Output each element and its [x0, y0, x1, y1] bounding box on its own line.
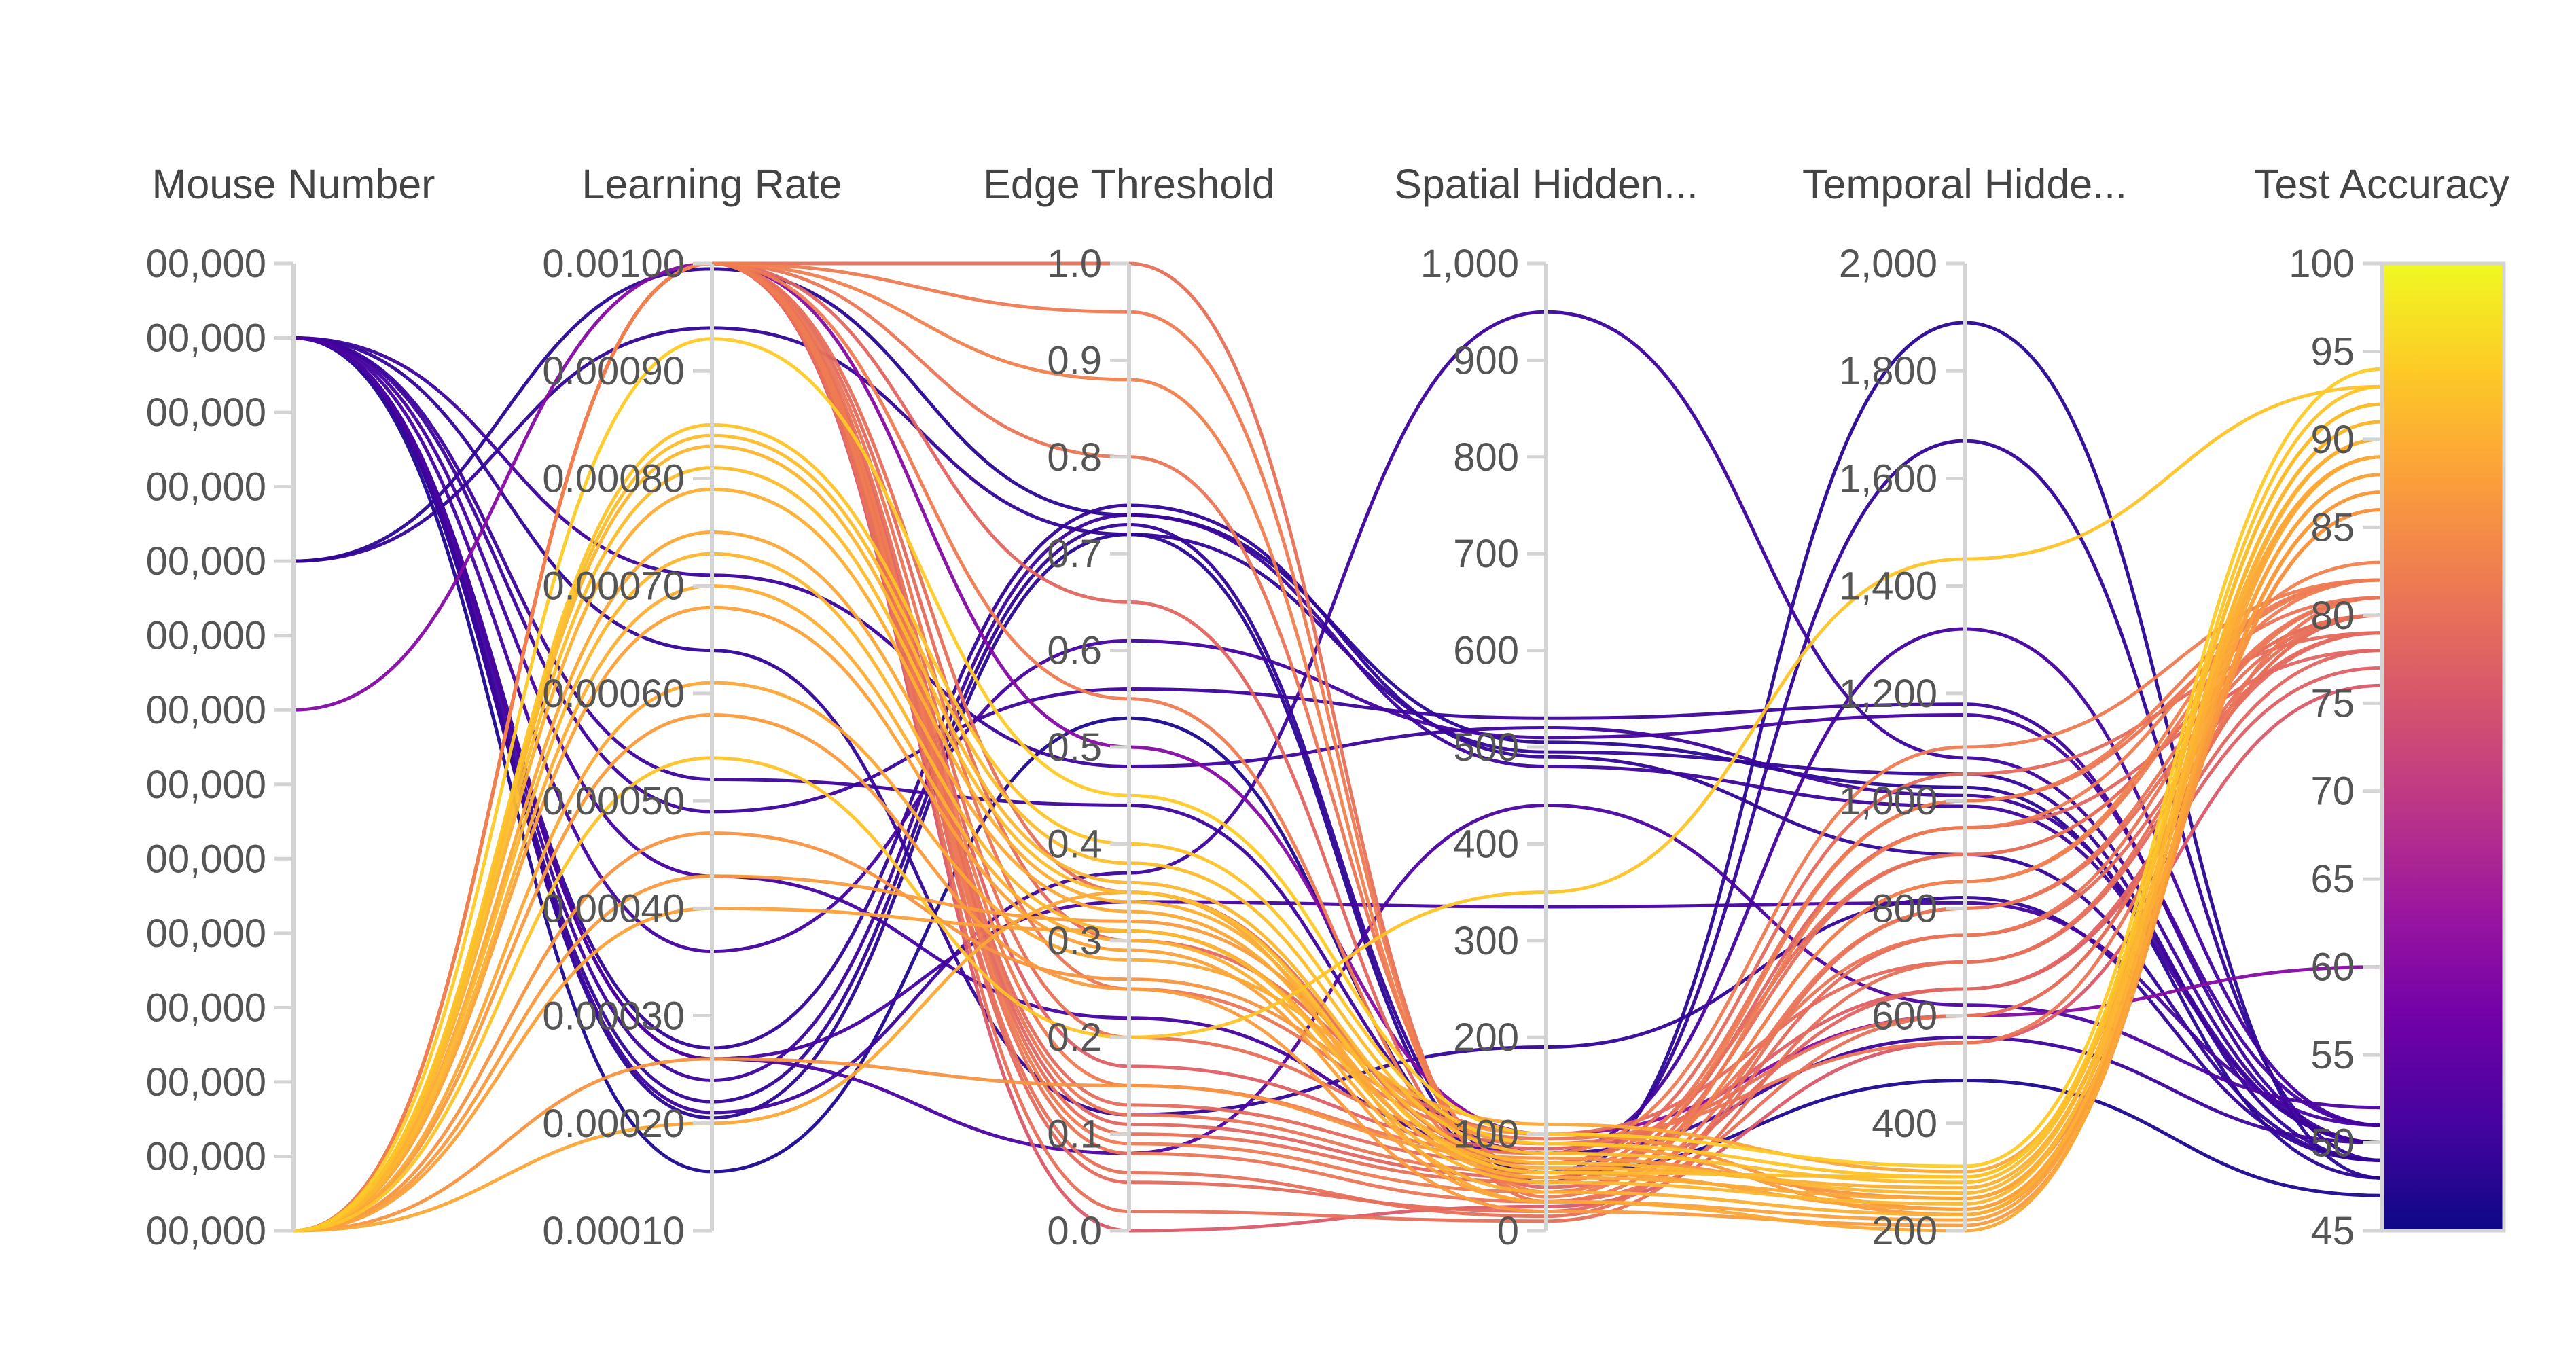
tick-label: 1,000 [1420, 242, 1519, 286]
axis-title[interactable]: Learning Rate [582, 161, 842, 207]
run-line[interactable] [293, 336, 2382, 1162]
tick-label: 0.4 [1047, 822, 1102, 866]
tick-label: 0.00010 [542, 1209, 685, 1253]
tick-label: 65 [2310, 857, 2355, 901]
tick-label: 00,000 [146, 242, 266, 286]
axis-title[interactable]: Spatial Hidden... [1394, 161, 1698, 207]
tick-label: 0.1 [1047, 1113, 1102, 1157]
tick-label: 0.00030 [542, 994, 685, 1039]
tick-label: 00,000 [146, 1060, 266, 1104]
tick-label: 0.00060 [542, 672, 685, 716]
tick-label: 00,000 [146, 317, 266, 361]
tick-label: 100 [1453, 1113, 1519, 1157]
tick-label: 400 [1453, 822, 1519, 866]
tick-label: 0.6 [1047, 629, 1102, 673]
tick-label: 00,000 [146, 912, 266, 956]
tick-label: 1,400 [1839, 564, 1937, 609]
run-line[interactable] [293, 384, 2382, 1233]
tick-label: 0.2 [1047, 1015, 1102, 1060]
run-line[interactable] [293, 336, 2382, 1175]
colorbar [2380, 261, 2506, 1233]
tick-label: 900 [1453, 338, 1519, 382]
tick-label: 80 [2310, 594, 2355, 638]
tick-label: 45 [2310, 1209, 2355, 1253]
run-line[interactable] [293, 336, 2382, 1145]
axes: Mouse Number 00,000 00,000 00,000 00,000 00,0… [146, 161, 2510, 1253]
tick-label: 00,000 [146, 465, 266, 509]
axis-mouse[interactable]: Mouse Number 00,000 00,000 00,000 00,000 00,0… [146, 161, 435, 1253]
run-lines [293, 261, 2382, 1233]
tick-label: 50 [2310, 1121, 2355, 1166]
axis-acc[interactable]: Test Accuracy 45 50 55 60 65 70 75 80 85 90 95 100 [2254, 161, 2510, 1253]
tick-label: 0.8 [1047, 435, 1102, 480]
tick-label: 0 [1497, 1209, 1519, 1253]
run-line[interactable] [293, 384, 2382, 1233]
tick-label: 1,800 [1839, 349, 1937, 393]
tick-label: 0.5 [1047, 725, 1102, 770]
tick-label: 200 [1453, 1015, 1519, 1060]
run-line[interactable] [293, 473, 2382, 1233]
tick-label: 1,000 [1839, 779, 1937, 823]
tick-label: 300 [1453, 919, 1519, 963]
axis-title[interactable]: Test Accuracy [2254, 161, 2510, 207]
tick-label: 75 [2310, 681, 2355, 725]
run-line[interactable] [293, 473, 2382, 1233]
run-line[interactable] [293, 437, 2382, 1233]
tick-label: 0.00070 [542, 564, 685, 609]
run-line[interactable] [293, 337, 2382, 1233]
tick-label: 0.9 [1047, 338, 1102, 382]
tick-label: 00,000 [146, 986, 266, 1030]
tick-label: 70 [2310, 770, 2355, 814]
run-line[interactable] [293, 420, 2382, 1233]
tick-label: 0.3 [1047, 919, 1102, 963]
tick-label: 00,000 [146, 539, 266, 583]
tick-label: 55 [2310, 1033, 2355, 1077]
tick-label: 85 [2310, 505, 2355, 549]
tick-label: 0.00080 [542, 456, 685, 501]
tick-label: 700 [1453, 532, 1519, 576]
tick-label: 90 [2310, 418, 2355, 462]
tick-label: 2,000 [1839, 242, 1937, 286]
tick-label: 0.00020 [542, 1102, 685, 1146]
run-line[interactable] [293, 261, 2382, 1233]
tick-label: 500 [1453, 725, 1519, 770]
axis-title[interactable]: Edge Threshold [983, 161, 1275, 207]
tick-label: 800 [1453, 435, 1519, 480]
tick-label: 600 [1453, 629, 1519, 673]
axis-title[interactable]: Mouse Number [152, 161, 435, 207]
tick-label: 600 [1872, 994, 1937, 1039]
tick-label: 00,000 [146, 688, 266, 732]
colorbar-gradient [2382, 264, 2504, 1231]
tick-label: 1,600 [1839, 456, 1937, 501]
tick-label: 00,000 [146, 391, 266, 435]
tick-label: 00,000 [146, 614, 266, 658]
tick-label: 0.00090 [542, 349, 685, 393]
tick-label: 00,000 [146, 837, 266, 881]
tick-label: 0.00050 [542, 779, 685, 823]
tick-label: 1.0 [1047, 242, 1102, 286]
tick-label: 200 [1872, 1209, 1937, 1253]
run-line[interactable] [293, 420, 2382, 1233]
tick-label: 1,200 [1839, 672, 1937, 716]
tick-label: 95 [2310, 329, 2355, 374]
tick-label: 0.00100 [542, 242, 685, 286]
tick-label: 00,000 [146, 763, 266, 807]
tick-label: 800 [1872, 886, 1937, 931]
axis-title[interactable]: Temporal Hidde... [1802, 161, 2127, 207]
tick-label: 400 [1872, 1102, 1937, 1146]
tick-label: 00,000 [146, 1134, 266, 1178]
axis-spatial[interactable]: Spatial Hidden... 0 100 200 300 400 500 600 700 8… [1394, 161, 1698, 1253]
tick-label: 0.7 [1047, 532, 1102, 576]
tick-label: 60 [2310, 945, 2355, 990]
tick-label: 100 [2289, 242, 2355, 286]
axis-edge[interactable]: Edge Threshold 0.0 0.1 0.2 0.3 0.4 0.5 0.6 0.7 0.… [983, 161, 1275, 1253]
tick-label: 00,000 [146, 1209, 266, 1253]
tick-label: 0.0 [1047, 1209, 1102, 1253]
run-line[interactable] [293, 321, 2382, 1185]
axis-lr[interactable]: Learning Rate 0.00010 0.00020 0.00030 0.0004… [542, 161, 842, 1253]
tick-label: 0.00040 [542, 886, 685, 931]
axis-temporal[interactable]: Temporal Hidde... 200 400 600 800 1,000 1,200 1… [1802, 161, 2127, 1253]
